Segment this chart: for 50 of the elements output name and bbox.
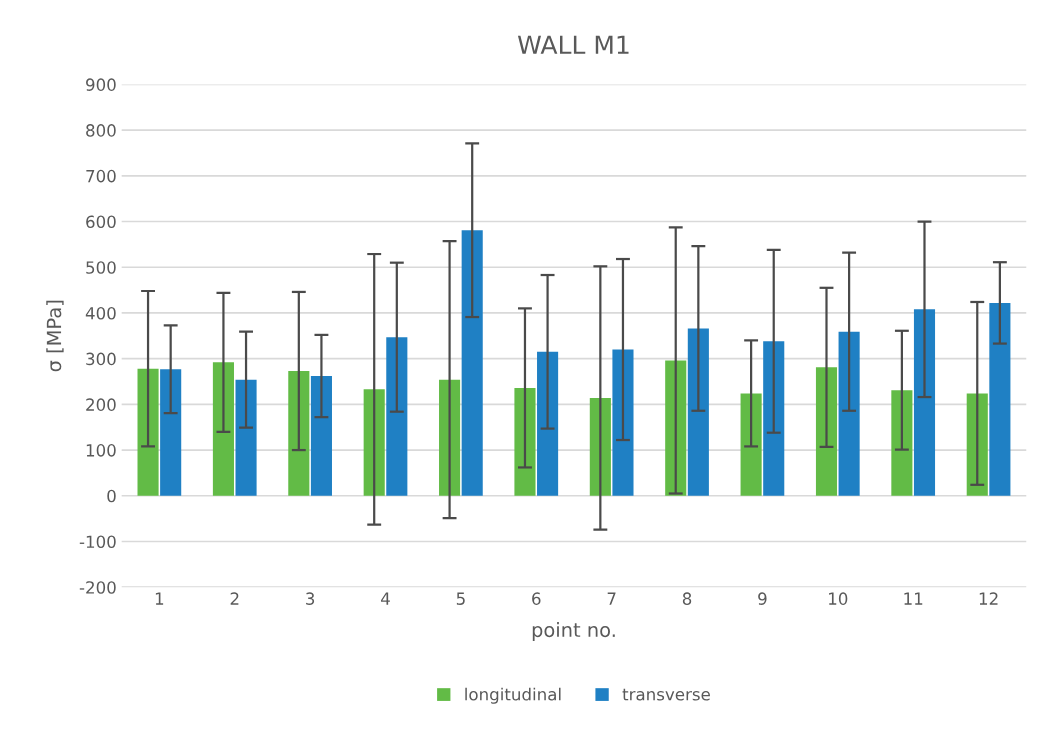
x-tick-label: 9 (758, 592, 767, 605)
bar (913, 309, 936, 496)
bar (386, 337, 408, 496)
x-tick-label: 11 (904, 592, 923, 605)
x-tick-label: 4 (381, 592, 390, 605)
x-tick-label: 10 (829, 592, 848, 605)
y-tick-label: 400 (85, 306, 116, 320)
bar (461, 230, 483, 496)
bar (891, 390, 913, 496)
y-tick-label: 600 (86, 215, 116, 229)
bar (514, 387, 536, 496)
x-tick-label: 12 (979, 592, 998, 605)
bar (838, 331, 860, 496)
chart-title: WALL M1 (517, 35, 629, 54)
bar (537, 351, 559, 496)
x-tick-label: 6 (532, 592, 541, 605)
y-tick-label: 500 (86, 261, 116, 274)
bar (966, 393, 988, 496)
x-tick-label: 8 (682, 592, 692, 605)
bar (989, 302, 1011, 496)
y-tick-label: 900 (86, 78, 116, 91)
x-tick-label: 3 (306, 592, 315, 605)
bar (363, 389, 385, 496)
legend-label: transverse (622, 688, 710, 701)
bar (612, 349, 634, 496)
bar (235, 379, 257, 496)
bar (310, 376, 332, 496)
bar (137, 368, 159, 496)
y-tick-label: -100 (79, 535, 116, 549)
y-tick-label: 100 (86, 444, 116, 457)
bar (589, 397, 611, 496)
legend-label: longitudinal (465, 687, 561, 704)
bar (763, 341, 785, 496)
bar (212, 362, 234, 496)
y-tick-label: 700 (86, 169, 116, 183)
x-tick-label: 2 (230, 592, 239, 605)
bar (160, 369, 182, 496)
y-tick-label: 800 (86, 124, 116, 137)
y-axis-title: σ [MPa] (46, 300, 64, 372)
bar (687, 328, 709, 496)
y-tick-label: 300 (86, 352, 116, 366)
y-tick-label: 200 (86, 398, 116, 411)
x-axis-title: point no. (532, 622, 615, 641)
bar (288, 371, 310, 496)
y-tick-label: 0 (107, 489, 116, 503)
bar (740, 393, 762, 496)
x-tick-label: 7 (607, 592, 616, 605)
y-tick-label: -200 (79, 581, 116, 594)
x-tick-label: 1 (155, 592, 164, 605)
x-tick-label: 5 (456, 592, 465, 605)
